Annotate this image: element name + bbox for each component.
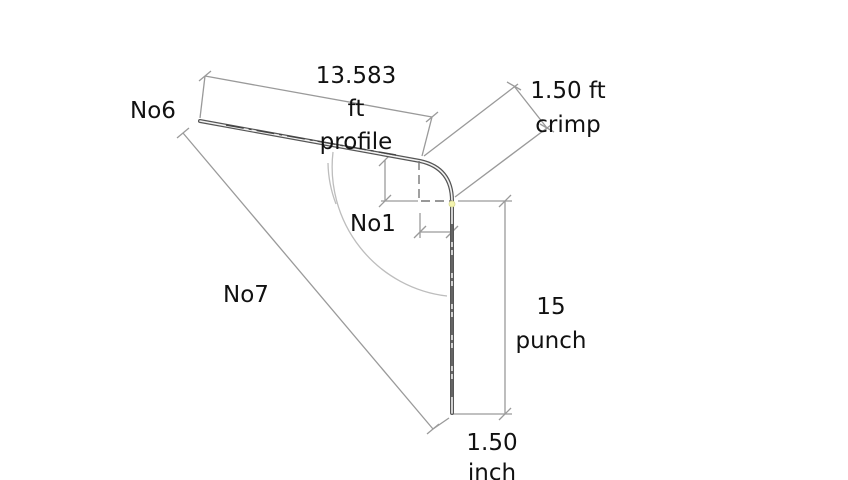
part-outline (198, 119, 454, 415)
profile-value: 13.583 (316, 63, 396, 89)
punch-value: 15 (536, 294, 565, 320)
punch-tick-bottom (498, 407, 512, 421)
label-no7: No7 (223, 282, 269, 308)
crimp-extension-upper (423, 83, 519, 157)
end-length-value: 1.50 (466, 430, 517, 456)
crimp-dimension (423, 81, 555, 198)
crimp-tick-top (506, 81, 522, 91)
profile-dimension (198, 70, 439, 157)
crimp-tick-bottom (539, 123, 555, 133)
bend-detail-dimensions (378, 153, 459, 239)
profile-extension-left (199, 75, 206, 119)
bend-construction-lines (418, 161, 452, 202)
label-no1: No1 (350, 211, 396, 237)
bend-angle-arc (331, 151, 448, 297)
inner-angle-arc (327, 162, 337, 205)
crimp-dimension-line (513, 85, 548, 129)
crimp-name: crimp (535, 112, 601, 138)
no7-dimension (176, 127, 450, 435)
angle-arcs (327, 151, 448, 297)
upper-leg-centerline (225, 124, 397, 156)
label-no6: No6 (130, 98, 176, 124)
punch-dimension (452, 194, 512, 421)
profile-dimension-line (204, 75, 433, 118)
dimension-labels: 13.583 ft profile 1.50 ft crimp 15 punch… (130, 63, 606, 480)
punch-tick-top (498, 194, 512, 208)
punch-name: punch (516, 328, 587, 354)
end-length-unit: inch (468, 460, 516, 480)
crimp-value: 1.50 ft (530, 78, 605, 104)
bend-point-marker (448, 200, 456, 208)
no7-extension-bottom (432, 417, 450, 430)
profile-extension-right (421, 116, 433, 157)
crimp-extension-lower (454, 124, 552, 198)
no7-dimension-line (182, 132, 434, 430)
no7-tick-top (176, 127, 190, 139)
part-inner-edge (199, 120, 453, 414)
profile-unit: ft (348, 96, 365, 122)
profile-name: profile (320, 129, 393, 155)
bent-profile-part (198, 119, 456, 415)
